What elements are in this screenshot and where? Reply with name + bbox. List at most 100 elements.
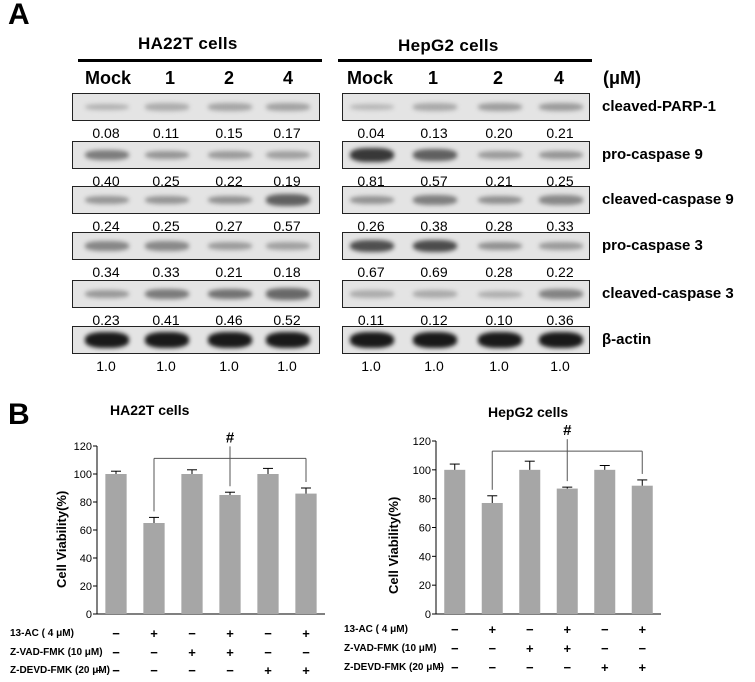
blot-band [350,332,394,348]
quant-value: 0.11 [357,312,385,328]
blot-band [208,288,252,300]
y-tick-label: 100 [74,469,92,481]
treatment-sign: − [150,663,158,678]
quant-value: 0.08 [92,125,120,141]
quant-value: 0.18 [273,264,301,280]
treatment-sign: − [302,645,310,660]
treatment-label: 13-AC ( 4 μM) [10,628,74,639]
treatment-label: Z-DEVD-FMK (20 μM) [344,662,444,673]
treatment-dash: – [96,665,102,676]
quant-value: 0.41 [152,312,180,328]
bar [105,474,127,614]
treatment-sign: + [525,641,534,656]
blot-strip-hepg2 [342,232,590,260]
quant-value: 0.22 [546,264,574,280]
blot-band [85,103,129,111]
treatment-label: Z-DEVD-FMK (20 μM) [10,665,110,676]
blot-band [145,332,189,348]
blot-band [145,241,189,251]
quant-value: 0.81 [357,173,385,189]
blot-strip-ha22t [72,232,320,260]
quant-value: 0.57 [420,173,448,189]
treatment-sign: − [112,626,120,641]
quant-value: 0.19 [273,173,301,189]
treatment-sign: + [302,626,310,641]
quant-value: 1.0 [424,358,444,374]
treatment-sign: − [264,645,272,660]
blot-band [85,332,129,348]
bar [519,469,541,614]
blot-band [413,239,457,253]
bar [444,469,466,614]
treatment-label: Z-VAD-FMK (10 μM) [10,647,103,658]
y-tick-label: 100 [413,465,431,477]
treatment-sign: − [450,641,459,656]
quant-value: 0.10 [485,312,513,328]
blot-band [266,332,310,348]
blot-band [145,288,189,300]
treatment-sign: − [450,622,459,637]
quant-value: 0.12 [420,312,448,328]
blot-band [208,103,252,111]
quant-value: 0.22 [215,173,243,189]
blot-band [350,239,394,253]
quant-value: 0.33 [546,218,574,234]
panel-a-letter: A [8,0,30,31]
bar [143,523,165,614]
blot-band [539,332,583,348]
lane-label: 4 [553,68,564,88]
quant-value: 0.21 [215,264,243,280]
treatment-dash: – [438,662,444,673]
blot-band [266,194,310,206]
blot-band [208,241,252,251]
blot-band [85,289,129,299]
treatment-sign: + [638,660,647,675]
quant-value: 0.38 [420,218,448,234]
quant-value: 0.28 [485,264,513,280]
treatment-sign: + [302,663,310,678]
treatment-sign: + [264,663,272,678]
blot-band [539,102,583,112]
y-tick-label: 60 [80,525,92,537]
bar [295,493,317,614]
chart-title-hepg2: HepG2 cells [488,404,569,420]
lane-label: 2 [492,68,503,88]
chart-title-ha22t: HA22T cells [110,402,190,418]
blot-band [413,332,457,348]
significance-mark: # [563,422,572,439]
blot-strip-hepg2 [342,141,590,169]
blot-band [208,195,252,205]
treatment-sign: − [188,626,196,641]
blot-band [350,195,394,205]
treatment-sign: − [638,641,647,656]
bar [219,495,241,614]
quant-value: 0.25 [152,173,180,189]
treatment-sign: + [638,622,647,637]
lane-label: 1 [427,68,438,88]
treatment-label: Z-VAD-FMK (10 μM) [344,643,437,654]
treatment-sign: + [563,641,572,656]
lane-label: 1 [164,68,175,88]
blot-band [478,290,522,298]
blot-band [478,195,522,205]
lane-label: Mock [84,68,131,88]
blot-band [85,150,129,160]
quant-value: 0.69 [420,264,448,280]
quant-value: 1.0 [277,358,297,374]
y-tick-label: 120 [74,441,92,453]
quant-value: 0.52 [273,312,301,328]
blot-strip-ha22t [72,280,320,308]
treatment-sign: − [525,622,534,637]
treatment-sign: − [563,660,572,675]
quant-value: 0.34 [92,264,120,280]
bar [594,469,616,614]
protein-label: cleaved-PARP-1 [602,98,716,115]
blot-band [85,241,129,251]
bar [481,502,503,614]
quant-value: 0.28 [485,218,513,234]
blot-band [539,289,583,299]
group-title-ha22t: HA22T cells [138,34,238,53]
bar [257,474,279,614]
group-underline-hepg2 [338,59,592,62]
